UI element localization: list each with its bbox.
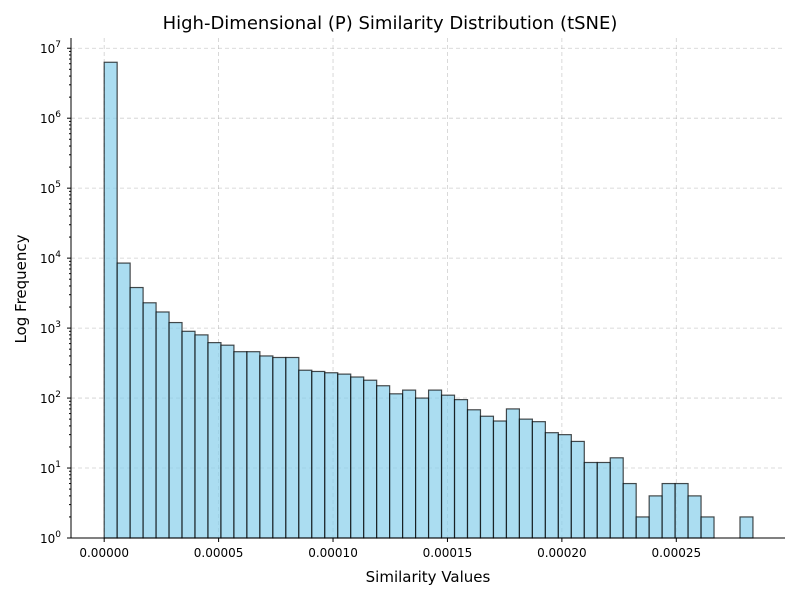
histogram-bar bbox=[350, 376, 365, 539]
x-tick-label: 0.00010 bbox=[308, 546, 358, 560]
histogram-bar bbox=[505, 408, 521, 539]
histogram-bar bbox=[298, 369, 313, 539]
histogram-bar bbox=[739, 516, 754, 539]
histogram-bar bbox=[479, 415, 495, 539]
histogram-bar bbox=[687, 495, 702, 539]
histogram-bar bbox=[531, 421, 546, 539]
histogram-bar bbox=[544, 432, 559, 539]
x-tick-label: 0.00015 bbox=[423, 546, 473, 560]
histogram-bar bbox=[129, 286, 144, 539]
histogram-bar bbox=[233, 351, 248, 539]
histogram-bar bbox=[324, 372, 339, 539]
histogram-bar bbox=[440, 394, 456, 539]
x-tick-label: 0.00025 bbox=[651, 546, 701, 560]
histogram-bar bbox=[376, 385, 391, 539]
y-tick-label: 103 bbox=[40, 320, 61, 336]
histogram-bar bbox=[674, 482, 689, 539]
histogram-bar bbox=[427, 389, 443, 539]
histogram-bar bbox=[609, 457, 624, 539]
x-axis-label: Similarity Values bbox=[366, 568, 491, 586]
histogram-bar bbox=[414, 397, 430, 539]
histogram-bar bbox=[648, 495, 663, 539]
histogram-bar bbox=[402, 389, 417, 539]
x-tick-label: 0.00000 bbox=[79, 546, 129, 560]
y-tick-label: 107 bbox=[40, 40, 61, 56]
histogram-bar bbox=[116, 262, 131, 539]
histogram-bar bbox=[246, 351, 261, 539]
histogram-bar bbox=[453, 399, 469, 539]
histogram-bar bbox=[700, 516, 715, 539]
histogram-bar bbox=[220, 344, 235, 539]
y-tick-label: 105 bbox=[40, 180, 61, 196]
histogram-bar bbox=[570, 440, 585, 539]
histogram-bar bbox=[181, 330, 196, 539]
histogram-bar bbox=[466, 409, 482, 539]
x-tick-label: 0.00005 bbox=[194, 546, 244, 560]
histogram-bar bbox=[583, 461, 598, 539]
y-tick-label: 100 bbox=[40, 530, 61, 546]
histogram-bar bbox=[285, 356, 300, 539]
histogram-bar bbox=[272, 356, 287, 539]
histogram-bar bbox=[363, 379, 378, 539]
histogram-bar bbox=[259, 355, 274, 539]
histogram-bar bbox=[389, 393, 404, 539]
histogram-bar bbox=[337, 373, 352, 539]
y-tick-label: 101 bbox=[40, 460, 61, 476]
y-tick-label: 104 bbox=[40, 250, 61, 266]
histogram-bar bbox=[492, 420, 508, 539]
histogram-bar bbox=[168, 321, 183, 539]
y-tick-label: 102 bbox=[40, 390, 61, 406]
tick-labels: 0.00000 0.00005 0.00010 0.00015 0.00020 0.000… bbox=[40, 40, 701, 560]
histogram-bar bbox=[311, 370, 326, 539]
histogram-bar bbox=[661, 482, 676, 539]
histogram-bar bbox=[142, 302, 157, 539]
histogram-bars bbox=[103, 61, 754, 539]
y-tick-label: 106 bbox=[40, 110, 61, 126]
histogram-bar bbox=[207, 342, 222, 539]
y-axis-label: Log Frequency bbox=[12, 234, 30, 343]
histogram-bar bbox=[194, 334, 209, 539]
histogram-bar bbox=[622, 482, 637, 539]
histogram-bar bbox=[518, 418, 533, 539]
histogram-bar bbox=[596, 461, 611, 539]
histogram-bar bbox=[635, 516, 650, 539]
histogram-bar bbox=[557, 434, 572, 539]
x-tick-label: 0.00020 bbox=[537, 546, 587, 560]
histogram-bar bbox=[155, 311, 170, 539]
histogram-bar bbox=[103, 61, 118, 539]
chart-title: High-Dimensional (P) Similarity Distribu… bbox=[163, 13, 618, 34]
axes bbox=[67, 38, 785, 542]
